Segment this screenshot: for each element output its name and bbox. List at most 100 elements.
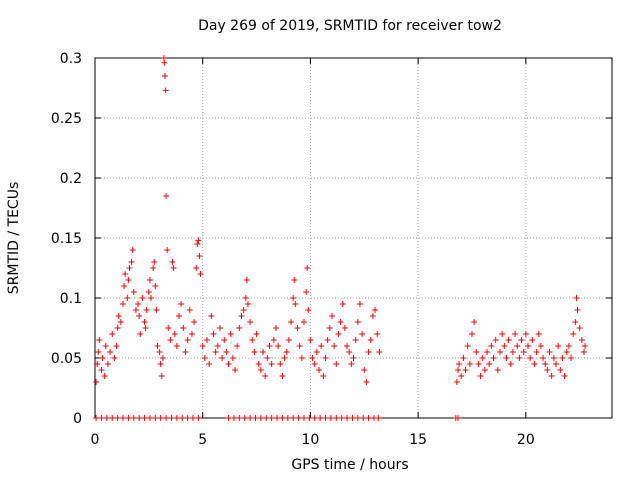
data-point	[186, 307, 193, 313]
data-point	[150, 265, 157, 271]
y-tick-label: 0.25	[51, 111, 82, 127]
data-point	[94, 361, 101, 367]
data-point	[214, 343, 221, 349]
chart-title: Day 269 of 2019, SRMTID for receiver tow…	[198, 18, 502, 34]
data-point	[101, 373, 108, 379]
data-point	[221, 337, 228, 343]
data-point	[524, 343, 531, 349]
data-point	[195, 237, 202, 244]
data-point	[453, 379, 460, 385]
data-point	[98, 415, 105, 421]
data-point	[307, 337, 314, 343]
data-point	[295, 415, 302, 421]
data-point	[109, 415, 116, 421]
data-point	[475, 361, 482, 367]
data-point	[458, 373, 465, 379]
data-point	[159, 355, 166, 361]
data-point	[328, 313, 335, 319]
data-point	[471, 319, 478, 325]
data-point	[296, 343, 303, 349]
data-point	[247, 415, 254, 421]
data-point	[281, 355, 288, 361]
data-point	[311, 415, 318, 421]
data-point	[490, 355, 497, 361]
data-point	[266, 343, 273, 349]
data-point	[142, 325, 149, 331]
data-point	[102, 343, 109, 349]
data-point	[572, 319, 579, 325]
data-point	[161, 59, 168, 66]
data-point	[300, 319, 307, 325]
data-point	[317, 415, 324, 421]
data-point	[462, 367, 469, 373]
data-point	[249, 337, 256, 343]
data-point	[234, 343, 241, 349]
data-point	[176, 313, 183, 319]
data-point	[257, 367, 264, 373]
data-point	[537, 343, 544, 349]
data-point	[320, 373, 327, 379]
data-point	[348, 361, 355, 367]
data-point	[227, 331, 234, 337]
data-point	[516, 355, 523, 361]
data-point	[169, 259, 176, 265]
data-point	[179, 415, 186, 421]
data-point	[130, 415, 137, 421]
data-point	[284, 415, 291, 421]
data-point	[354, 415, 361, 421]
data-point	[316, 367, 323, 373]
data-point	[151, 259, 158, 265]
data-point	[157, 361, 164, 367]
data-point	[124, 295, 131, 301]
data-point	[318, 343, 325, 349]
data-point	[360, 415, 367, 421]
data-point	[257, 415, 264, 421]
data-point	[93, 379, 100, 385]
data-point	[473, 349, 480, 355]
y-tick-label: 0.2	[60, 171, 82, 187]
data-point	[341, 325, 348, 331]
data-point	[238, 313, 245, 319]
data-point	[464, 343, 471, 349]
y-tick-label: 0.3	[60, 51, 82, 67]
data-point	[154, 343, 161, 349]
data-point	[162, 87, 169, 94]
data-point	[570, 331, 577, 337]
data-point	[486, 361, 493, 367]
data-point	[354, 319, 361, 325]
data-point	[303, 289, 310, 295]
data-point	[121, 283, 128, 289]
data-point	[335, 331, 342, 337]
data-point	[454, 367, 461, 373]
data-point	[128, 259, 135, 265]
data-point	[488, 343, 495, 349]
data-point	[136, 313, 143, 319]
data-point	[96, 337, 103, 343]
data-point	[270, 337, 277, 343]
data-point	[548, 373, 555, 379]
data-point	[173, 415, 180, 421]
data-point	[344, 343, 351, 349]
data-point	[468, 331, 475, 337]
data-point	[93, 415, 100, 421]
data-point	[550, 355, 557, 361]
data-point	[346, 349, 353, 355]
x-tick-label: 10	[302, 432, 320, 448]
data-point	[107, 349, 114, 355]
data-point	[494, 367, 501, 373]
data-point	[141, 415, 148, 421]
data-point	[454, 415, 461, 421]
data-point	[152, 283, 159, 289]
data-point	[557, 367, 564, 373]
data-point	[113, 343, 120, 349]
data-point	[456, 361, 463, 367]
data-point	[240, 307, 247, 313]
data-point	[374, 331, 381, 337]
data-point	[518, 337, 525, 343]
data-point	[157, 415, 164, 421]
data-point	[243, 277, 250, 283]
data-point	[111, 355, 118, 361]
data-point	[542, 361, 549, 367]
data-point	[300, 415, 307, 421]
